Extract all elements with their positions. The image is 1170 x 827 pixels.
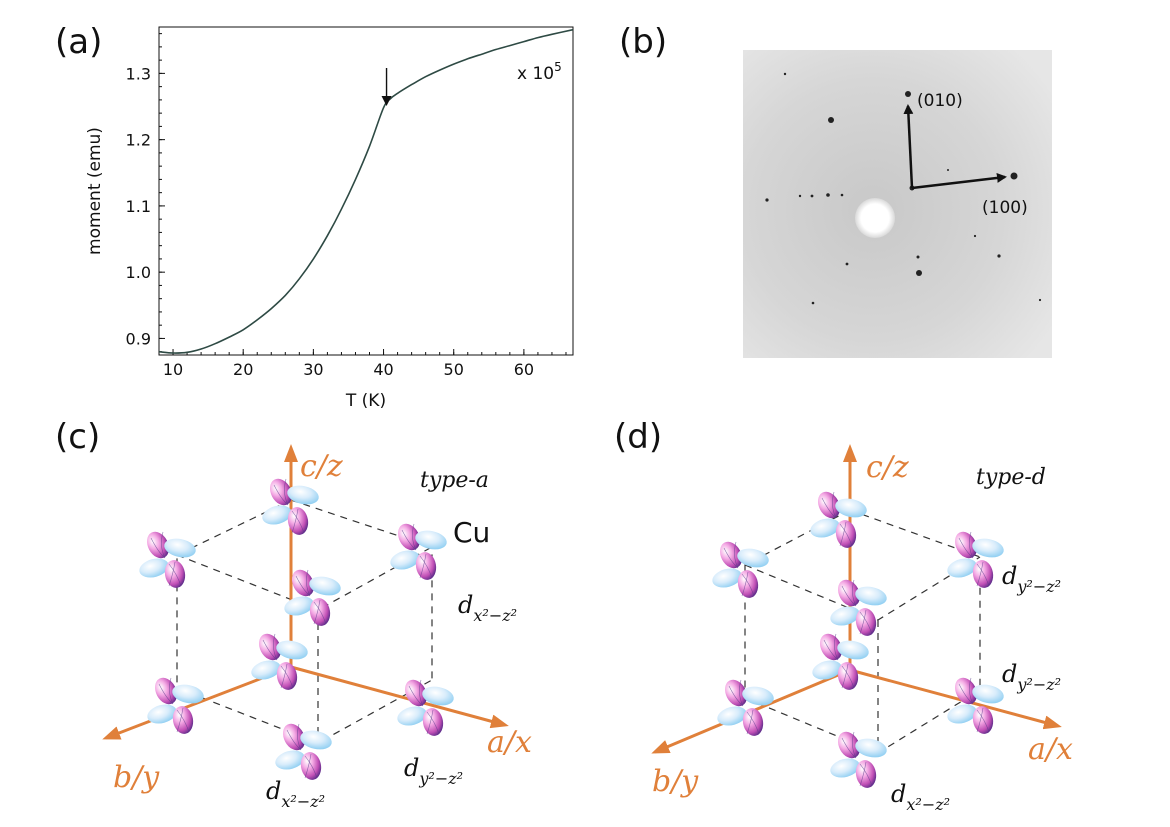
- beam-stop: [855, 198, 895, 238]
- x-tick-label: 60: [514, 360, 534, 379]
- orbital-d3-sub: x²−z²: [906, 795, 950, 814]
- chart-a: 10 20 30 40 50 60 0.9 1.0 1.1 1.2 1.3 x 105 T (K)…: [85, 26, 574, 411]
- orbitals-d: [709, 487, 1006, 790]
- orbital-c3-sub: y²−z²: [418, 769, 463, 788]
- lattice-type-d: c/z a/x b/y type-d dy²−z² dy²−z² dx²−z²: [651, 444, 1073, 814]
- orbital-d1-base: d: [1002, 562, 1017, 590]
- orbital-label-d3: dx²−z²: [891, 780, 950, 814]
- axis-c-label-d: c/z: [866, 450, 909, 485]
- x-tick-label: 10: [163, 360, 183, 379]
- orbital-d2-sub: y²−z²: [1016, 675, 1061, 694]
- plot-frame: [158, 26, 574, 356]
- label-010: (010): [917, 91, 963, 111]
- panel-label-d: (d): [614, 417, 662, 457]
- axis-a-label: a/x: [487, 725, 532, 760]
- orbital-d3-base: d: [891, 780, 906, 808]
- orbital-c2-base: d: [266, 777, 281, 805]
- type-label-c: type-a: [420, 468, 489, 493]
- x-tick-label: 20: [233, 360, 253, 379]
- orbital-c1-base: d: [458, 591, 473, 619]
- panel-label-c: (c): [55, 417, 100, 457]
- orbital-c2-sub: x²−z²: [281, 792, 325, 811]
- axis-a-arrow: [290, 665, 509, 729]
- orbital-label-c3: dy²−z²: [404, 754, 463, 788]
- type-label-d: type-d: [976, 465, 1046, 490]
- orbital-d1-sub: y²−z²: [1016, 577, 1061, 596]
- y-tick-label: 1.3: [126, 64, 151, 83]
- orbital-label-c1: dx²−z²: [458, 591, 517, 625]
- unit-cell-edges-d: [744, 509, 981, 754]
- x-ticks: 10 20 30 40 50 60: [158, 349, 567, 379]
- moment-curve: [158, 28, 574, 354]
- y-tick-label: 1.1: [126, 197, 151, 216]
- scale-note-exp: 5: [554, 60, 562, 74]
- y-ticks: 0.9 1.0 1.1 1.2 1.3: [126, 33, 165, 353]
- orbitals-c: [136, 474, 456, 782]
- axis-a-arrow-d: [849, 668, 1062, 730]
- unit-cell-edges-c: [176, 499, 433, 744]
- vector-010: [903, 104, 914, 189]
- orbital-label-d2: dy²−z²: [1002, 660, 1061, 694]
- scale-note: x 105: [517, 60, 562, 84]
- vector-100: [911, 172, 1007, 190]
- diffraction-pattern: (010) (100): [743, 50, 1052, 358]
- axis-b-label: b/y: [113, 760, 160, 795]
- x-tick-label: 50: [444, 360, 464, 379]
- atom-label: Cu: [453, 516, 490, 549]
- y-tick-label: 1.2: [126, 131, 151, 150]
- orbital-c1-sub: x²−z²: [473, 606, 517, 625]
- orbital-label-d1: dy²−z²: [1002, 562, 1061, 596]
- label-100: (100): [982, 198, 1028, 218]
- axis-c-label: c/z: [300, 449, 343, 484]
- y-axis-label: moment (emu): [85, 127, 105, 255]
- axis-a-label-d: a/x: [1028, 732, 1073, 767]
- x-tick-label: 40: [373, 360, 393, 379]
- orbital-c3-base: d: [404, 754, 419, 782]
- panel-label-a: (a): [55, 22, 102, 62]
- detector-image: [743, 50, 1052, 358]
- lattice-type-a: c/z a/x b/y type-a Cu dx²−z² dx²−z² dy²−…: [102, 444, 532, 811]
- x-axis-label: T (K): [345, 391, 386, 411]
- axis-b-label-d: b/y: [652, 764, 699, 799]
- panel-label-b: (b): [619, 22, 667, 62]
- x-tick-label: 30: [303, 360, 323, 379]
- orbital-label-c2: dx²−z²: [266, 777, 325, 811]
- y-tick-label: 1.0: [126, 263, 151, 282]
- orbital-d2-base: d: [1002, 660, 1017, 688]
- scale-note-base: x 10: [517, 64, 554, 84]
- y-tick-label: 0.9: [126, 329, 151, 348]
